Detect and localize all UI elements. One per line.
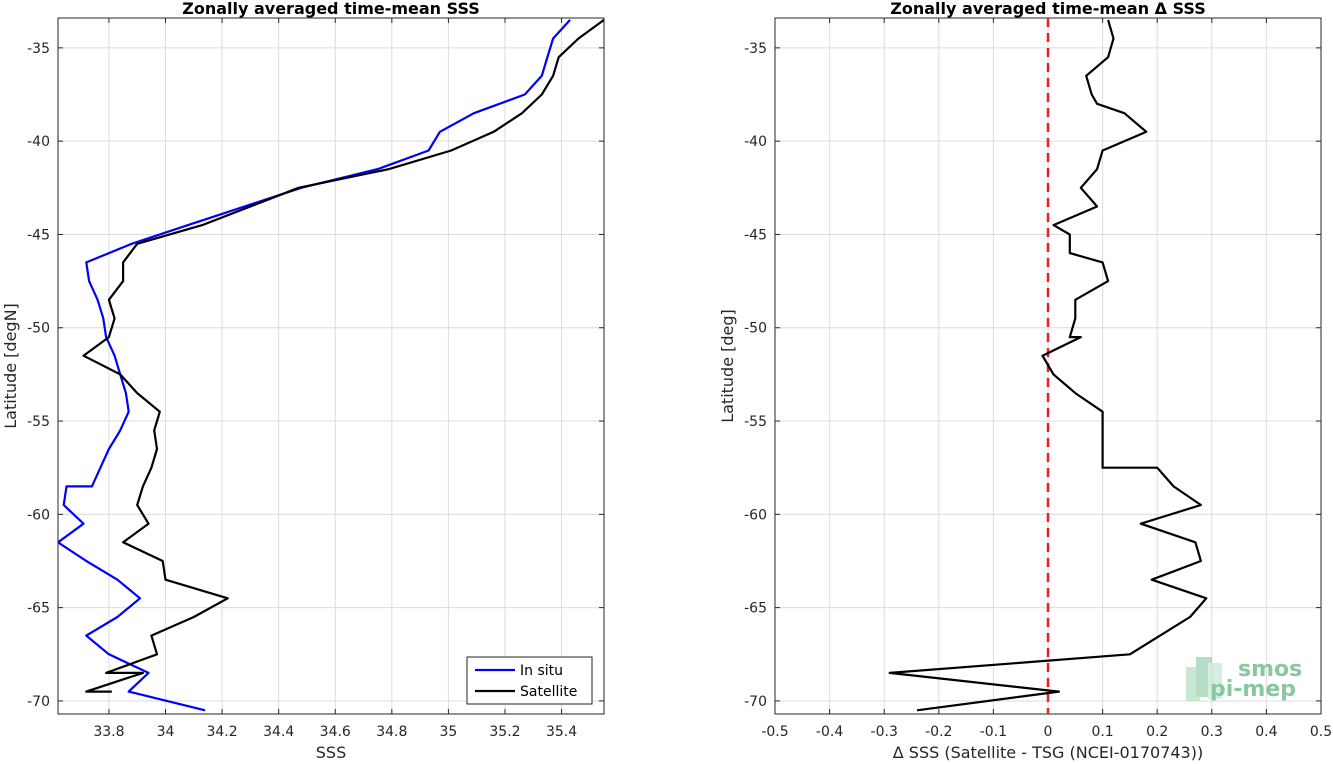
delta-sss-panel: -0.5 -0.4 -0.3 -0.2 -0.1 0 0.1 0.2 0.3 0.4 0.5 -35 -… bbox=[718, 0, 1332, 762]
x-tick-label: 34.4 bbox=[263, 724, 294, 740]
watermark-line2: pi-mep bbox=[1210, 677, 1296, 702]
x-tick-label: 34.2 bbox=[206, 724, 237, 740]
x-tick-label: -0.1 bbox=[980, 724, 1007, 740]
y-tick-label: -70 bbox=[744, 694, 767, 710]
y-tick-label: -45 bbox=[27, 227, 50, 243]
axes-box bbox=[57, 17, 605, 715]
y-tick-label: -40 bbox=[27, 134, 50, 150]
series-line-in-situ bbox=[58, 19, 571, 712]
legend-label: In situ bbox=[520, 663, 563, 679]
x-tick-label: 0.2 bbox=[1146, 724, 1168, 740]
y-tick-label: -55 bbox=[27, 414, 50, 430]
x-tick-label: -0.5 bbox=[761, 724, 788, 740]
y-tick-label: -65 bbox=[27, 601, 50, 617]
chart-title: Zonally averaged time-mean Δ SSS bbox=[890, 0, 1206, 18]
y-tick-label: -40 bbox=[744, 134, 767, 150]
y-axis-label: Latitude [degN] bbox=[1, 303, 20, 429]
x-tick-label: 35 bbox=[439, 724, 457, 740]
y-tick-label: -65 bbox=[744, 601, 767, 617]
series-line-delta-sss bbox=[888, 19, 1208, 712]
x-tick-label: 35.2 bbox=[489, 724, 520, 740]
series-line-satellite bbox=[82, 19, 604, 693]
y-tick-label: -35 bbox=[27, 41, 50, 57]
x-axis-label: Δ SSS (Satellite - TSG (NCEI-0170743)) bbox=[893, 743, 1203, 762]
x-tick-label: 34.6 bbox=[320, 724, 351, 740]
x-tick-label: 35.4 bbox=[546, 724, 577, 740]
y-tick-label: -60 bbox=[744, 507, 767, 523]
x-tick-label: 0.3 bbox=[1201, 724, 1223, 740]
smos-pimep-watermark: smos pi-mep bbox=[1186, 657, 1302, 702]
y-tick-label: -50 bbox=[27, 321, 50, 337]
x-tick-label: 34 bbox=[157, 724, 175, 740]
y-tick-label: -60 bbox=[27, 507, 50, 523]
y-tick-label: -70 bbox=[27, 694, 50, 710]
sss-panel: 33.8 34 34.2 34.4 34.6 34.8 35 35.2 35.4 -35 -40 -4… bbox=[1, 0, 605, 762]
x-tick-label: 33.8 bbox=[93, 724, 124, 740]
chart-title: Zonally averaged time-mean SSS bbox=[182, 0, 480, 18]
legend-box bbox=[466, 656, 593, 705]
x-tick-label: -0.4 bbox=[816, 724, 843, 740]
y-tick-label: -45 bbox=[744, 227, 767, 243]
y-tick-label: -50 bbox=[744, 321, 767, 337]
x-axis-label: SSS bbox=[316, 743, 346, 762]
x-tick-label: -0.3 bbox=[871, 724, 898, 740]
legend-label: Satellite bbox=[520, 684, 577, 700]
x-tick-label: 0.5 bbox=[1310, 724, 1332, 740]
y-axis-label: Latitude [deg] bbox=[718, 309, 737, 423]
x-tick-label: 34.8 bbox=[376, 724, 407, 740]
x-tick-label: 0.4 bbox=[1255, 724, 1277, 740]
x-tick-label: 0 bbox=[1044, 724, 1053, 740]
plot-area bbox=[58, 18, 604, 714]
x-tick-label: -0.2 bbox=[925, 724, 952, 740]
y-tick-label: -35 bbox=[744, 41, 767, 57]
legend: In situ Satellite bbox=[466, 656, 593, 705]
x-tick-label: 0.1 bbox=[1091, 724, 1113, 740]
y-tick-label: -55 bbox=[744, 414, 767, 430]
watermark-line1: smos bbox=[1238, 657, 1302, 682]
